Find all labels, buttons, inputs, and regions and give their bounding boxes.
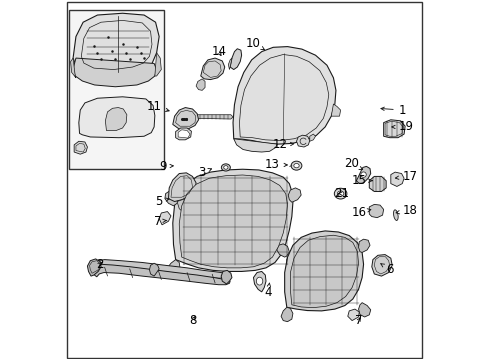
Polygon shape — [358, 303, 370, 317]
Ellipse shape — [221, 164, 230, 171]
Text: 17: 17 — [395, 170, 416, 183]
Polygon shape — [70, 58, 76, 78]
Polygon shape — [92, 264, 230, 285]
Text: 2: 2 — [96, 258, 103, 271]
Text: 1: 1 — [380, 104, 406, 117]
Polygon shape — [164, 191, 178, 206]
Polygon shape — [172, 169, 292, 271]
Polygon shape — [281, 307, 292, 321]
Polygon shape — [253, 271, 265, 292]
Polygon shape — [296, 135, 309, 147]
Polygon shape — [284, 231, 363, 311]
Polygon shape — [233, 139, 277, 152]
Polygon shape — [330, 104, 340, 116]
Text: 11: 11 — [146, 100, 169, 113]
Polygon shape — [371, 255, 391, 276]
Ellipse shape — [223, 166, 227, 169]
Text: 12: 12 — [272, 138, 293, 151]
Text: 16: 16 — [351, 206, 370, 219]
Polygon shape — [309, 134, 315, 141]
Polygon shape — [221, 270, 231, 284]
Polygon shape — [94, 260, 229, 278]
Text: 4: 4 — [264, 283, 271, 300]
Polygon shape — [356, 166, 370, 184]
Polygon shape — [390, 172, 403, 186]
Ellipse shape — [337, 191, 343, 196]
Polygon shape — [105, 108, 126, 131]
Polygon shape — [383, 120, 405, 138]
Ellipse shape — [334, 188, 346, 199]
Polygon shape — [159, 212, 171, 225]
Text: 20: 20 — [343, 157, 362, 170]
Polygon shape — [179, 175, 287, 268]
Text: 14: 14 — [211, 45, 226, 58]
Polygon shape — [167, 260, 180, 276]
Ellipse shape — [393, 210, 397, 220]
Polygon shape — [230, 49, 241, 69]
Ellipse shape — [360, 172, 366, 177]
Polygon shape — [175, 128, 191, 140]
Ellipse shape — [256, 277, 262, 285]
Polygon shape — [87, 259, 101, 276]
Text: 5: 5 — [154, 195, 169, 208]
Polygon shape — [233, 46, 335, 144]
Polygon shape — [74, 141, 87, 154]
Ellipse shape — [290, 161, 301, 170]
Text: 9: 9 — [159, 160, 173, 173]
Polygon shape — [201, 58, 224, 80]
Text: 15: 15 — [351, 174, 371, 187]
Polygon shape — [290, 235, 358, 308]
Polygon shape — [196, 79, 204, 90]
Polygon shape — [73, 58, 156, 87]
Polygon shape — [172, 108, 198, 129]
Polygon shape — [286, 255, 297, 273]
Polygon shape — [178, 130, 190, 138]
Polygon shape — [368, 204, 383, 218]
Polygon shape — [73, 13, 159, 80]
Text: 21: 21 — [333, 187, 348, 200]
Polygon shape — [149, 263, 159, 276]
Polygon shape — [368, 176, 386, 192]
Polygon shape — [196, 115, 233, 119]
Text: 13: 13 — [264, 158, 287, 171]
Text: 3: 3 — [197, 166, 211, 179]
Polygon shape — [79, 97, 155, 138]
Polygon shape — [287, 188, 301, 202]
Polygon shape — [168, 173, 196, 202]
Text: 19: 19 — [391, 121, 413, 134]
Text: 18: 18 — [395, 204, 416, 217]
Bar — [69, 10, 163, 169]
Ellipse shape — [293, 163, 299, 168]
Text: 8: 8 — [188, 314, 196, 327]
Polygon shape — [177, 199, 192, 213]
Text: 6: 6 — [380, 263, 393, 276]
Text: 7: 7 — [154, 215, 166, 228]
Polygon shape — [276, 244, 289, 257]
Polygon shape — [358, 239, 369, 252]
Polygon shape — [228, 58, 231, 69]
Polygon shape — [347, 309, 359, 320]
Text: 7: 7 — [354, 314, 362, 327]
Polygon shape — [155, 53, 161, 76]
Text: 10: 10 — [245, 36, 264, 50]
